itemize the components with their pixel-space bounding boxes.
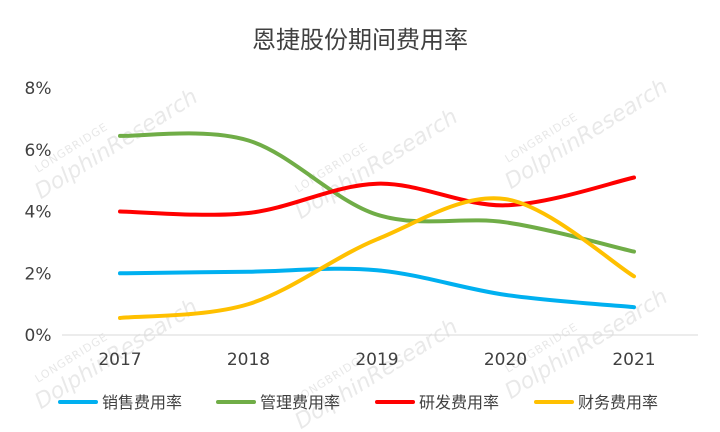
chart-title: 恩捷股份期间费用率 <box>252 26 468 54</box>
series-line-4 <box>118 196 636 320</box>
y-tick-label: 4% <box>25 203 52 223</box>
series-line-3 <box>118 175 636 217</box>
x-tick-label: 2019 <box>355 350 398 370</box>
legend-item: 销售费用率 <box>58 393 182 412</box>
legend: 销售费用率 管理费用率 研发费用率 财务费用率 <box>58 393 658 412</box>
svg-text:DolphinResearch: DolphinResearch <box>291 104 463 224</box>
series-line-2 <box>118 131 636 254</box>
plot-area <box>118 131 636 320</box>
y-axis: 0% 2% 4% 6% 8% <box>25 79 52 346</box>
legend-item: 研发费用率 <box>375 393 499 412</box>
legend-item: 管理费用率 <box>216 393 340 412</box>
svg-text:DolphinResearch: DolphinResearch <box>31 84 203 204</box>
svg-text:DolphinResearch: DolphinResearch <box>291 314 463 432</box>
y-tick-label: 6% <box>25 141 52 161</box>
legend-label: 销售费用率 <box>102 393 182 412</box>
y-tick-label: 2% <box>25 264 52 284</box>
legend-label: 财务费用率 <box>578 393 658 412</box>
legend-item: 财务费用率 <box>534 393 658 412</box>
legend-label: 研发费用率 <box>419 393 499 412</box>
y-tick-label: 8% <box>25 79 52 99</box>
series-line-1 <box>118 266 636 310</box>
x-tick-label: 2018 <box>227 350 270 370</box>
x-tick-label: 2017 <box>98 350 141 370</box>
x-tick-label: 2021 <box>612 350 655 370</box>
y-tick-label: 0% <box>25 326 52 346</box>
svg-text:DolphinResearch: DolphinResearch <box>501 74 673 194</box>
x-tick-label: 2020 <box>484 350 527 370</box>
x-axis: 2017 2018 2019 2020 2021 <box>98 350 655 370</box>
legend-label: 管理费用率 <box>260 393 340 412</box>
watermark-layer: DolphinResearchLONGBRIDGEDolphinResearch… <box>31 74 673 432</box>
